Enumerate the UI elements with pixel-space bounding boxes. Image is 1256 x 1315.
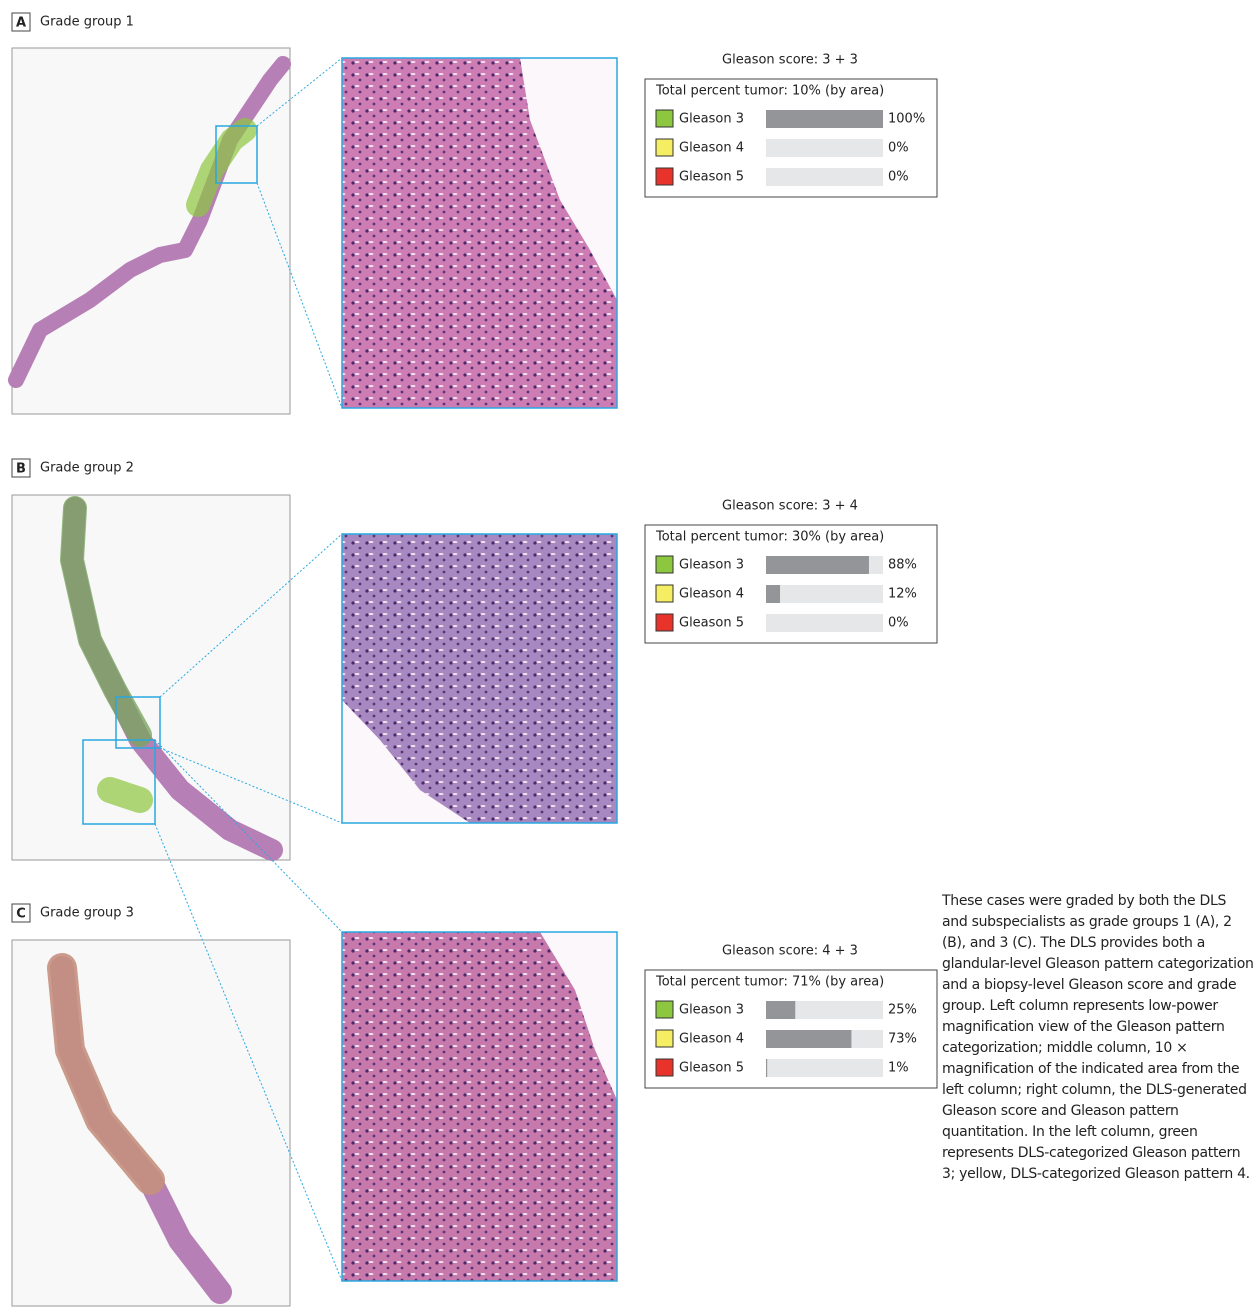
value-label: 100% [888, 112, 925, 127]
category-label: Gleason 3 [679, 1003, 744, 1018]
value-label: 0% [888, 616, 909, 631]
category-label: Gleason 4 [679, 141, 744, 156]
panel-title: Grade group 2 [40, 461, 134, 476]
value-label: 0% [888, 170, 909, 185]
total-tumor: Total percent tumor: 30% (by area) [655, 530, 884, 545]
value-label: 88% [888, 558, 917, 573]
swatch [656, 139, 673, 156]
caption: These cases were graded by both the DLS … [942, 891, 1254, 1185]
swatch [656, 110, 673, 127]
swatch [656, 168, 673, 185]
page: A Grade group 1 Gleason score: 3 + 3 Total … [0, 0, 1256, 1315]
panel-title: Grade group 1 [40, 15, 134, 30]
panel-letter: C [16, 907, 26, 922]
value-label: 1% [888, 1061, 909, 1076]
bar [766, 1001, 795, 1019]
swatch [656, 1001, 673, 1018]
swatch [656, 1059, 673, 1076]
gleason-score: Gleason score: 3 + 4 [722, 499, 858, 514]
bar [766, 110, 883, 128]
bar [766, 1030, 851, 1048]
bar-track [766, 168, 883, 186]
category-label: Gleason 4 [679, 1032, 744, 1047]
panel-letter: A [16, 16, 26, 31]
category-label: Gleason 3 [679, 112, 744, 127]
category-label: Gleason 5 [679, 170, 744, 185]
bar [766, 585, 780, 603]
category-label: Gleason 4 [679, 587, 744, 602]
value-label: 73% [888, 1032, 917, 1047]
bar-track [766, 585, 883, 603]
swatch [656, 585, 673, 602]
value-label: 25% [888, 1003, 917, 1018]
panel-title: Grade group 3 [40, 906, 134, 921]
category-label: Gleason 3 [679, 558, 744, 573]
total-tumor: Total percent tumor: 71% (by area) [655, 975, 884, 990]
gleason-score: Gleason score: 3 + 3 [722, 53, 858, 68]
gleason-score: Gleason score: 4 + 3 [722, 944, 858, 959]
histology-images [12, 48, 617, 1306]
swatch [656, 1030, 673, 1047]
category-label: Gleason 5 [679, 1061, 744, 1076]
bar [766, 1059, 767, 1077]
bar [766, 556, 869, 574]
panel-letter: B [16, 462, 26, 477]
total-tumor: Total percent tumor: 10% (by area) [655, 84, 884, 99]
swatch [656, 614, 673, 631]
bar-track [766, 139, 883, 157]
swatch [656, 556, 673, 573]
category-label: Gleason 5 [679, 616, 744, 631]
value-label: 0% [888, 141, 909, 156]
value-label: 12% [888, 587, 917, 602]
bar-track [766, 1059, 883, 1077]
bar-track [766, 614, 883, 632]
overlay [110, 790, 140, 800]
